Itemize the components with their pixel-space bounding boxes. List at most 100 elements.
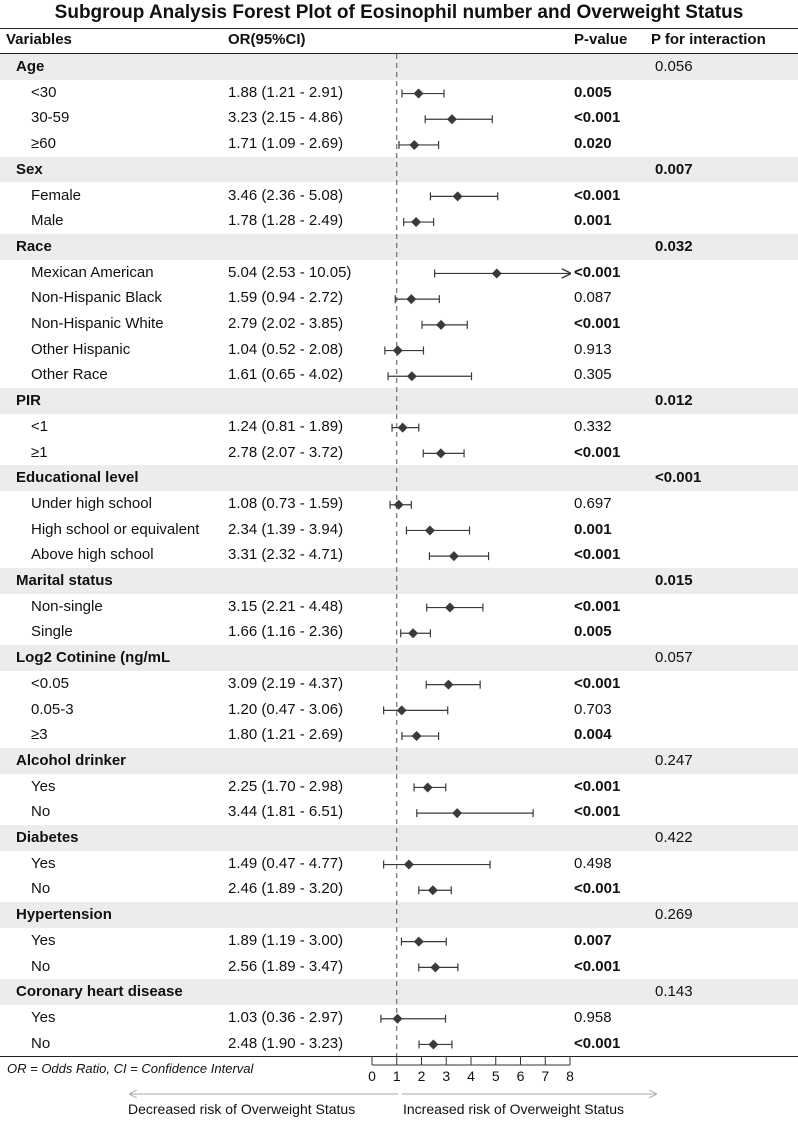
table-row: <1 1.24 (0.81 - 1.89) 0.332 [0,414,798,440]
group-row: Educational level <0.001 [0,465,798,491]
row-label: Alcohol drinker [16,751,127,769]
row-label: Male [31,212,64,230]
table-row: Non-Hispanic White 2.79 (2.02 - 3.85) <0.0… [0,311,798,337]
or-ci-value: 1.20 (0.47 - 3.06) [228,700,344,718]
p-value: <0.001 [574,597,621,615]
or-ci-value: 3.09 (2.19 - 4.37) [228,674,344,692]
row-label: ≥1 [31,443,48,461]
row-label: Educational level [16,469,139,487]
table-row: <30 1.88 (1.21 - 2.91) 0.005 [0,80,798,106]
p-value: 0.703 [574,700,612,718]
or-point [427,885,438,896]
row-label: Other Hispanic [31,340,131,358]
row-label: No [31,957,51,975]
row-label: No [31,1034,51,1052]
or-point [428,1039,439,1050]
row-label: Coronary heart disease [16,983,183,1001]
row-label: Yes [31,854,56,872]
p-value: 0.087 [574,289,612,307]
table-row: Above high school 3.31 (2.32 - 4.71) <0.00… [0,542,798,568]
table-top-rule [0,28,798,29]
or-ci-value: 1.49 (0.47 - 4.77) [228,854,344,872]
or-point [393,499,404,510]
or-point [422,782,433,793]
x-tick-label: 2 [418,1068,426,1084]
p-interaction-value: 0.057 [655,649,693,667]
or-ci-value: 1.78 (1.28 - 2.49) [228,212,344,230]
p-value: 0.697 [574,494,612,512]
table-row: Male 1.78 (1.28 - 2.49) 0.001 [0,208,798,234]
table-row: No 2.46 (1.89 - 3.20) <0.001 [0,876,798,902]
row-label: High school or equivalent [31,520,200,538]
or-ci-value: 2.78 (2.07 - 3.72) [228,443,344,461]
p-value: 0.498 [574,854,612,872]
p-value: <0.001 [574,546,621,564]
or-point [435,448,446,459]
row-label: Log2 Cotinine (ng/mL [16,649,171,667]
group-row: Sex 0.007 [0,156,798,183]
p-value: 0.004 [574,726,612,744]
table-row: ≥60 1.71 (1.09 - 2.69) 0.020 [0,131,798,157]
row-label: <1 [31,417,49,435]
group-row: PIR 0.012 [0,388,798,414]
table-row: ≥3 1.80 (1.21 - 2.69) 0.004 [0,722,798,748]
x-tick-label: 5 [492,1068,500,1084]
or-point [430,962,441,973]
or-ci-value: 3.23 (2.15 - 4.86) [228,109,344,127]
or-point [406,294,417,305]
row-label: Mexican American [31,263,154,281]
or-point [452,191,463,202]
or-ci-value: 2.48 (1.90 - 3.23) [228,1034,344,1052]
or-point [452,808,463,819]
or-ci-value: 1.59 (0.94 - 2.72) [228,289,344,307]
p-interaction-value: 0.007 [655,160,693,178]
table-row: ≥1 2.78 (2.07 - 3.72) <0.001 [0,440,798,466]
table-row: Non-Hispanic Black 1.59 (0.94 - 2.72) 0.08… [0,285,798,311]
row-label: Hypertension [16,906,112,924]
or-ci-value: 2.25 (1.70 - 2.98) [228,777,344,795]
or-point [396,705,407,716]
group-row: Hypertension 0.269 [0,902,798,928]
table-row: Under high school 1.08 (0.73 - 1.59) 0.697 [0,491,798,517]
or-ci-value: 3.15 (2.21 - 4.48) [228,597,344,615]
x-tick-label: 0 [368,1068,376,1084]
table-bottom-rule [0,1056,798,1057]
row-label: Age [16,58,45,75]
or-ci-value: 1.89 (1.19 - 3.00) [228,931,344,949]
or-ci-value: 1.80 (1.21 - 2.69) [228,726,344,744]
x-tick-label: 7 [541,1068,549,1084]
or-ci-value: 1.88 (1.21 - 2.91) [228,83,344,101]
row-label: Race [16,237,52,255]
table-row: 30-59 3.23 (2.15 - 4.86) <0.001 [0,105,798,131]
table-row: Yes 1.89 (1.19 - 3.00) 0.007 [0,928,798,954]
or-ci-value: 3.46 (2.36 - 5.08) [228,186,344,204]
or-point [409,139,420,150]
p-value: 0.005 [574,623,612,641]
p-value: 0.958 [574,1008,612,1026]
row-label: Other Race [31,366,108,384]
p-value: <0.001 [574,186,621,204]
p-value: <0.001 [574,880,621,898]
or-point [443,679,454,690]
or-point [392,1013,403,1024]
or-point [444,602,455,613]
row-label: ≥3 [31,726,48,744]
row-label: 30-59 [31,109,70,127]
group-row: Age 0.056 [0,54,798,80]
row-label: ≥60 [31,135,56,153]
p-interaction-value: 0.032 [655,237,693,255]
header-or-ci: OR(95%CI) [228,31,306,48]
row-label: Non-Hispanic Black [31,289,162,307]
x-tick-label: 6 [517,1068,525,1084]
table-row: Non-single 3.15 (2.21 - 4.48) <0.001 [0,594,798,620]
header-variables: Variables [6,31,72,48]
or-ci-value: 2.79 (2.02 - 3.85) [228,315,344,332]
or-point [413,936,424,947]
or-point [408,628,419,639]
row-label: Sex [16,160,43,178]
or-point [446,114,457,125]
table-row: No 3.44 (1.81 - 6.51) <0.001 [0,799,798,825]
or-point [448,551,459,562]
p-value: <0.001 [574,315,621,332]
p-value: 0.005 [574,83,612,101]
